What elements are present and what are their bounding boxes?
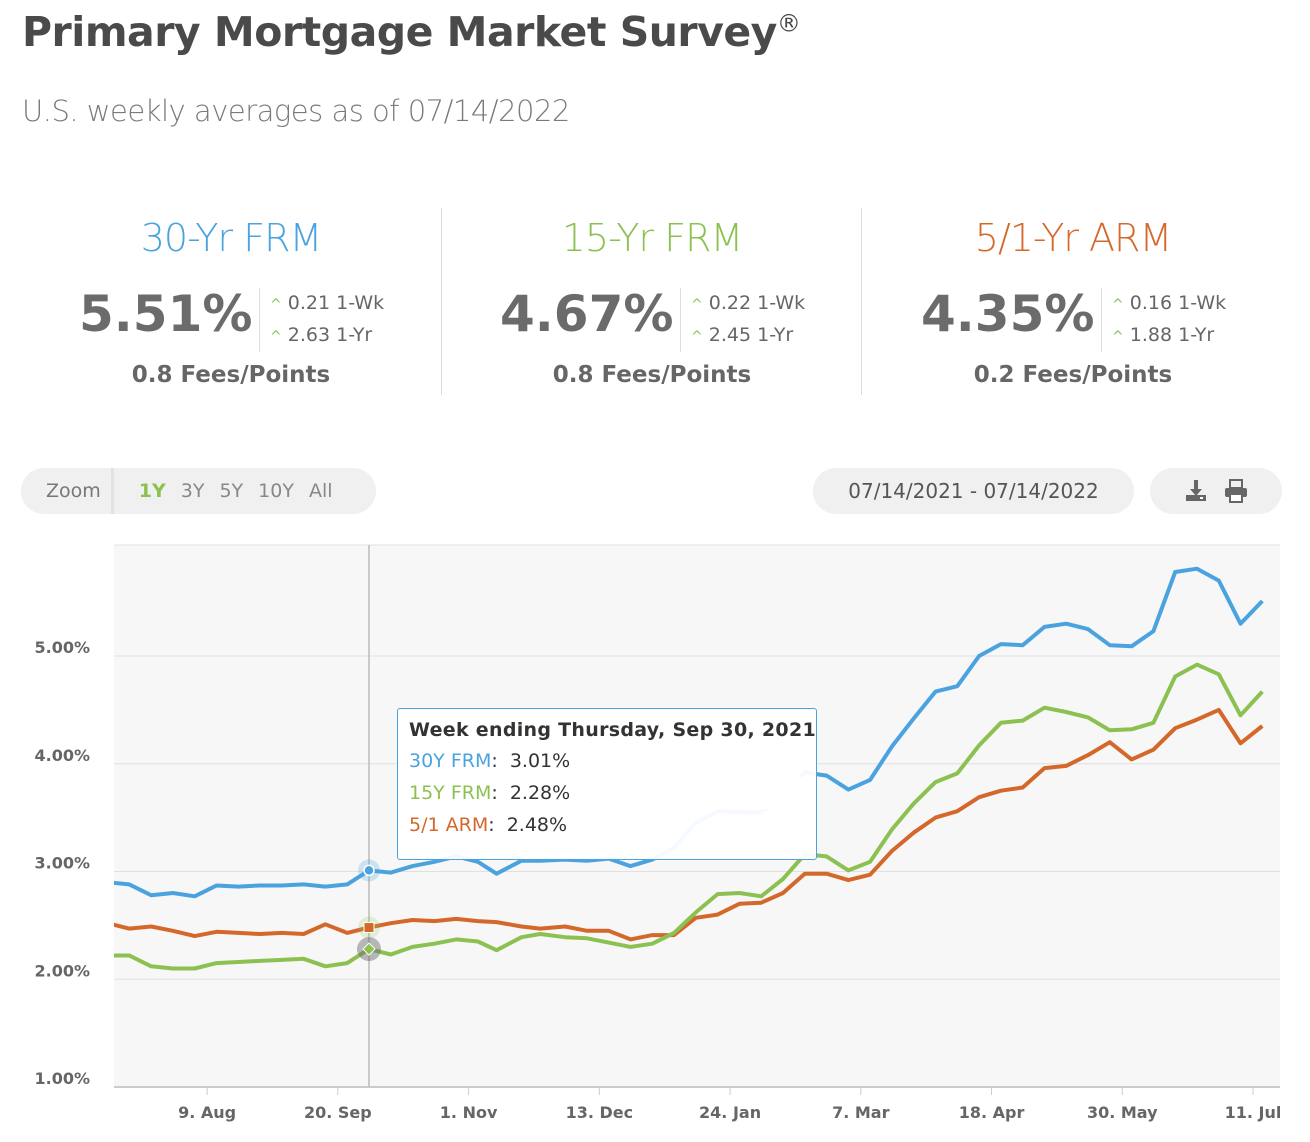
card-fees: 0.8 Fees/Points xyxy=(552,362,752,388)
year-label: 1-Yr xyxy=(336,324,373,346)
y-tick-label: 2.00% xyxy=(34,961,90,980)
card-title: 30-Yr FRM xyxy=(140,216,323,260)
tooltip-row-30y: 30Y FRM: 3.01% xyxy=(409,750,571,772)
week-change: 0.16 xyxy=(1129,292,1173,314)
up-arrow-icon: ^ xyxy=(270,329,282,345)
up-arrow-icon: ^ xyxy=(691,329,703,345)
tooltip-row-15y: 15Y FRM: 2.28% xyxy=(398,777,804,809)
export-tools xyxy=(1150,468,1282,514)
x-tick-label: 30. May xyxy=(1087,1103,1158,1122)
x-tick-label: 18. Apr xyxy=(959,1103,1025,1122)
week-change: 0.21 xyxy=(287,292,331,314)
card-fees: 0.8 Fees/Points xyxy=(131,362,331,388)
x-tick-label: 11. Jul xyxy=(1225,1103,1282,1122)
card-changes: ^ 0.22 1-Wk ^ 2.45 1-Yr xyxy=(680,288,805,352)
x-tick-label: 7. Mar xyxy=(832,1103,890,1122)
card-title: 15-Yr FRM xyxy=(561,216,744,260)
marker-15y-diamond xyxy=(362,942,376,956)
print-icon[interactable] xyxy=(1223,478,1249,504)
tooltip-label: 30Y FRM xyxy=(409,750,492,772)
tooltip-value: 3.01% xyxy=(509,750,571,772)
y-tick-label: 5.00% xyxy=(34,638,90,657)
zoom-selector: Zoom 1Y 3Y 5Y 10Y All xyxy=(21,468,376,514)
tooltip-label: 5/1 ARM xyxy=(409,814,489,836)
week-label: 1-Wk xyxy=(1178,292,1227,314)
y-tick-label: 4.00% xyxy=(34,746,90,765)
zoom-3y-button[interactable]: 3Y xyxy=(180,480,205,502)
tooltip-header: Week ending Thursday, Sep 30, 2021 xyxy=(409,719,816,741)
tooltip-label: 15Y FRM xyxy=(409,782,492,804)
registered-mark: ® xyxy=(776,9,801,38)
zoom-10y-button[interactable]: 10Y xyxy=(258,480,294,502)
tooltip-row-arm: 5/1 ARM: 2.48% xyxy=(409,814,568,836)
card-rate: 4.35% xyxy=(921,285,1095,343)
x-tick-label: 24. Jan xyxy=(699,1103,761,1122)
up-arrow-icon: ^ xyxy=(691,297,703,313)
series-line-5-1-arm xyxy=(114,707,1264,942)
zoom-label: Zoom xyxy=(21,468,114,514)
rate-card: 5/1-Yr ARM 4.35% ^ 0.16 1-Wk ^ 1.88 1-Yr… xyxy=(863,210,1283,395)
tooltip-value: 2.48% xyxy=(506,814,568,836)
rate-card: 30-Yr FRM 5.51% ^ 0.21 1-Wk ^ 2.63 1-Yr … xyxy=(21,210,441,395)
week-change: 0.22 xyxy=(708,292,752,314)
year-change: 2.63 xyxy=(287,324,331,346)
x-tick-label: 20. Sep xyxy=(304,1103,372,1122)
year-label: 1-Yr xyxy=(757,324,794,346)
series-line-15y-frm xyxy=(114,662,1264,971)
card-rate: 4.67% xyxy=(500,285,674,343)
page-title: Primary Mortgage Market Survey® xyxy=(22,8,801,56)
chart-tooltip: Week ending Thursday, Sep 30, 2021 30Y F… xyxy=(397,708,817,860)
week-label: 1-Wk xyxy=(757,292,806,314)
week-label: 1-Wk xyxy=(336,292,385,314)
zoom-5y-button[interactable]: 5Y xyxy=(219,480,244,502)
up-arrow-icon: ^ xyxy=(1112,297,1124,313)
card-title: 5/1-Yr ARM xyxy=(974,216,1172,260)
download-icon[interactable] xyxy=(1183,478,1209,504)
year-change: 1.88 xyxy=(1129,324,1173,346)
up-arrow-icon: ^ xyxy=(1112,329,1124,345)
up-arrow-icon: ^ xyxy=(270,297,282,313)
date-range-picker[interactable]: 07/14/2021 - 07/14/2022 xyxy=(813,468,1134,514)
marker-arm-square xyxy=(363,922,375,934)
marker-30y-circle xyxy=(363,864,375,877)
y-tick-label: 3.00% xyxy=(34,854,90,873)
rate-card: 15-Yr FRM 4.67% ^ 0.22 1-Wk ^ 2.45 1-Yr … xyxy=(442,210,862,395)
y-tick-label: 1.00% xyxy=(34,1069,90,1088)
tooltip-value: 2.28% xyxy=(509,782,571,804)
card-changes: ^ 0.16 1-Wk ^ 1.88 1-Yr xyxy=(1101,288,1226,352)
year-change: 2.45 xyxy=(708,324,752,346)
x-tick-label: 9. Aug xyxy=(178,1103,236,1122)
card-fees: 0.2 Fees/Points xyxy=(973,362,1173,388)
card-divider xyxy=(441,208,442,395)
card-changes: ^ 0.21 1-Wk ^ 2.63 1-Yr xyxy=(259,288,384,352)
x-tick-label: 13. Dec xyxy=(566,1103,634,1122)
zoom-1y-button[interactable]: 1Y xyxy=(138,480,166,502)
title-text: Primary Mortgage Market Survey xyxy=(22,8,777,56)
zoom-all-button[interactable]: All xyxy=(308,480,333,502)
page-subtitle: U.S. weekly averages as of 07/14/2022 xyxy=(22,94,570,128)
x-tick-label: 1. Nov xyxy=(440,1103,498,1122)
year-label: 1-Yr xyxy=(1178,324,1215,346)
card-divider xyxy=(861,208,862,395)
card-rate: 5.51% xyxy=(79,285,253,343)
